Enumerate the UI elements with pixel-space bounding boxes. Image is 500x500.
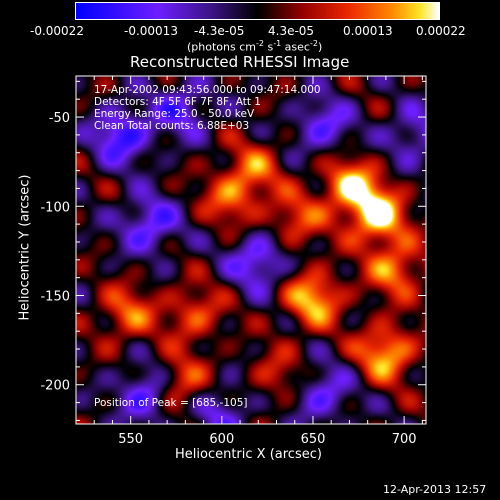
y-tick-label: -200 — [40, 379, 70, 394]
colorbar-tick-label: -0.00013 — [124, 24, 178, 38]
colorbar-tick-label: 0.00013 — [343, 24, 393, 38]
timestamp: 12-Apr-2013 12:57 — [383, 483, 487, 496]
colorbar-tick-label: 0.00022 — [416, 24, 466, 38]
y-axis-label: Heliocentric Y (arcsec) — [17, 174, 33, 321]
x-tick-label: 650 — [301, 432, 326, 447]
info-line: Clean Total counts: 6.88E+03 — [94, 120, 250, 132]
info-line: Energy Range: 25.0 - 50.0 keV — [94, 108, 255, 120]
colorbar-unit-label: (photons cm-2 s-1 asec-2) — [187, 39, 323, 54]
info-line: Detectors: 4F 5F 6F 7F 8F, Att 1 — [94, 96, 261, 108]
axes-layer: 550 600 650 700 -50 -100 -150 -200 — [40, 76, 426, 447]
colorbar — [75, 2, 440, 20]
plot-border — [75, 75, 427, 425]
info-line: 17-Apr-2002 09:43:56.000 to 09:47:14.000 — [94, 84, 321, 96]
x-tick-label: 550 — [118, 432, 143, 447]
peak-position-label: Position of Peak = [685,-105] — [94, 397, 248, 409]
y-tick-label: -50 — [49, 111, 70, 126]
colorbar-tick-label: -0.00022 — [30, 24, 84, 38]
y-tick-label: -100 — [40, 200, 70, 215]
x-tick-label: 700 — [392, 432, 417, 447]
colorbar-tick-label: -4.3e-05 — [194, 24, 245, 38]
colorbar-tick-label: 4.3e-05 — [268, 24, 315, 38]
y-tick-label: -150 — [40, 290, 70, 305]
rhessi-image-heatmap — [76, 76, 426, 424]
x-axis-label: Heliocentric X (arcsec) — [175, 447, 322, 462]
chart-title: Reconstructed RHESSI Image — [130, 53, 350, 71]
x-tick-label: 600 — [209, 432, 234, 447]
